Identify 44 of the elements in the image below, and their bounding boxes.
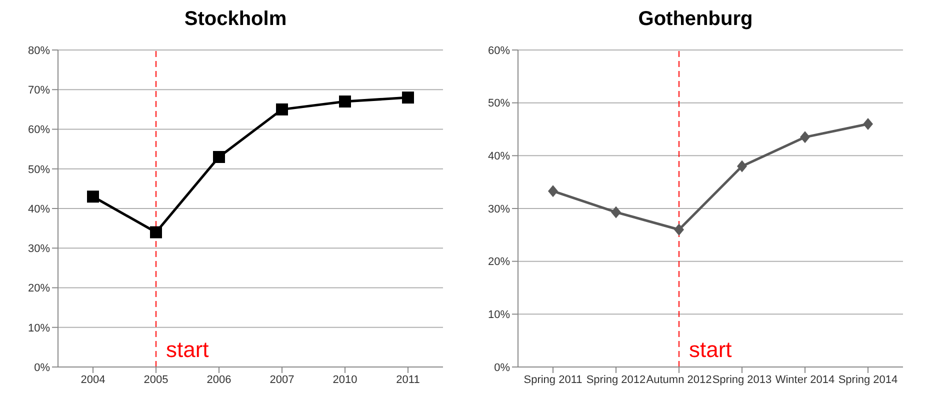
- point: [150, 226, 162, 238]
- x-tick-label: 2011: [396, 374, 420, 386]
- x-tick-label: Spring 2014: [838, 374, 898, 386]
- y-tick-label: 10%: [28, 322, 50, 334]
- y-tick-label: 30%: [28, 243, 50, 256]
- y-tick-label: 60%: [28, 124, 50, 136]
- point: [611, 206, 621, 218]
- x-tick-label: Spring 2012: [586, 374, 646, 386]
- y-tick-label: 50%: [488, 98, 510, 110]
- point: [800, 131, 810, 144]
- x-tick-label: Spring 2011: [524, 374, 582, 386]
- y-tick-label: 70%: [28, 84, 50, 97]
- y-tick-label: 50%: [28, 164, 50, 176]
- x-tick-label: Spring 2013: [712, 374, 772, 386]
- ref-line-label: start: [689, 337, 732, 362]
- y-tick-label: 80%: [28, 44, 50, 57]
- point: [339, 96, 351, 108]
- x-tick-label: Autumn 2012: [646, 374, 712, 386]
- y-tick-label: 30%: [488, 203, 510, 216]
- point: [863, 118, 873, 130]
- y-tick-label: 20%: [28, 282, 50, 295]
- ref-line-label: start: [166, 337, 209, 362]
- point: [402, 92, 414, 104]
- x-tick-label: 2004: [80, 374, 106, 386]
- point: [674, 224, 684, 236]
- y-tick-label: 40%: [488, 150, 510, 163]
- point: [276, 103, 288, 116]
- y-tick-label: 0%: [494, 362, 510, 374]
- point: [213, 150, 225, 163]
- y-tick-label: 60%: [488, 44, 510, 57]
- chart-title: Gothenburg: [637, 8, 754, 32]
- y-tick-label: 20%: [488, 256, 510, 268]
- x-tick-label: 2006: [206, 374, 232, 386]
- point: [87, 190, 99, 203]
- x-tick-label: 2005: [144, 374, 168, 386]
- x-tick-label: 2010: [332, 374, 358, 386]
- x-tick-label: 2007: [270, 374, 294, 386]
- y-tick-label: 10%: [488, 309, 510, 322]
- x-tick-label: Winter 2014: [775, 374, 835, 386]
- y-tick-label: 0%: [34, 362, 50, 374]
- chart-title: Stockholm: [183, 8, 288, 32]
- y-tick-label: 40%: [28, 203, 50, 216]
- point: [737, 160, 747, 172]
- point: [548, 185, 558, 198]
